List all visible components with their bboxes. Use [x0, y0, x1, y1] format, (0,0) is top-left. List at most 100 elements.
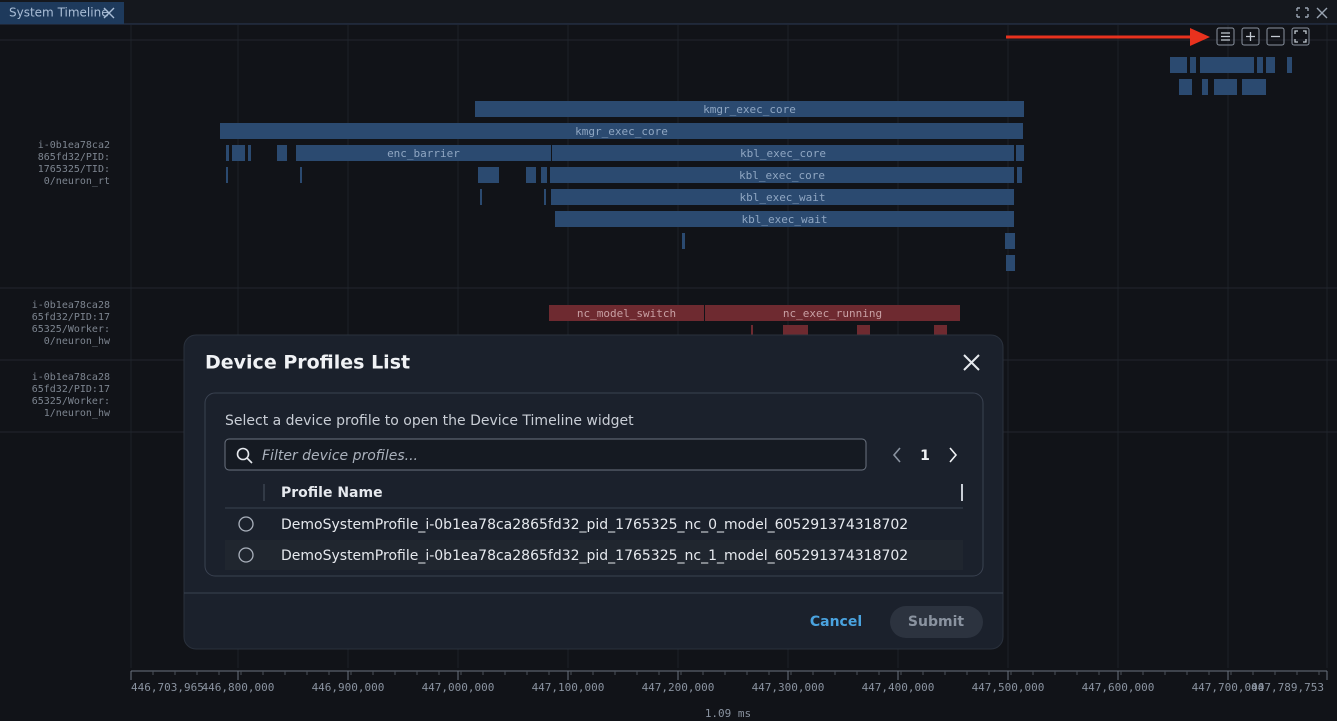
slice — [934, 325, 947, 335]
row-bg — [225, 509, 963, 539]
row-label: i-0b1ea78ca28 — [32, 372, 110, 383]
dialog-title: Device Profiles List — [205, 352, 410, 374]
toolbar-icon — [1246, 32, 1255, 41]
slice — [1005, 233, 1015, 249]
page-prev[interactable] — [892, 447, 901, 463]
slice — [1170, 57, 1187, 73]
dialog-bg — [183, 334, 1004, 650]
axis-tick-label: 447,000,000 — [422, 681, 495, 694]
bar-label: enc_barrier — [387, 147, 460, 160]
row-label: i-0b1ea78ca28 — [32, 300, 110, 311]
timeline-bar[interactable]: kbl_exec_core — [552, 145, 1014, 161]
row-radio[interactable] — [238, 547, 254, 563]
bar-rect — [555, 211, 1014, 227]
dialog-panel — [204, 392, 984, 577]
axis-tick-label: 447,789,753 — [1251, 681, 1324, 694]
bar-rect — [705, 305, 960, 321]
slice — [277, 145, 287, 161]
tab[interactable]: System Timeline — [0, 2, 124, 24]
table-row[interactable]: DemoSystemProfile_i-0b1ea78ca2865fd32_pi… — [225, 540, 963, 570]
axis-tick-label: 447,700,000 — [1192, 681, 1265, 694]
bar-label: kmgr_exec_core — [575, 125, 668, 138]
submit-button[interactable]: Submit — [890, 606, 983, 638]
timeline-bar[interactable]: nc_model_switch — [549, 305, 704, 321]
axis-tick-label: 447,300,000 — [752, 681, 825, 694]
timeline-bar[interactable]: kmgr_exec_core — [475, 101, 1024, 117]
timeline-bar[interactable]: enc_barrier — [296, 145, 551, 161]
bar-rect — [551, 189, 1014, 205]
bar-rect — [475, 101, 1024, 117]
slice — [541, 167, 547, 183]
toolbar-button[interactable] — [1241, 27, 1260, 46]
bar-rect — [549, 305, 704, 321]
bar-label: kbl_exec_wait — [739, 191, 825, 204]
axis-span: 1.09 ms — [705, 707, 751, 720]
timeline-bar[interactable]: kbl_exec_core — [550, 167, 1014, 183]
row-text: DemoSystemProfile_i-0b1ea78ca2865fd32_pi… — [281, 548, 908, 564]
slice — [1202, 79, 1208, 95]
submit-bg — [890, 606, 983, 638]
bar-label: nc_model_switch — [577, 307, 676, 320]
search-placeholder: Filter device profiles... — [262, 448, 418, 464]
axis-tick-label: 446,703,965 — [131, 681, 204, 694]
page-next[interactable] — [949, 447, 958, 463]
slice — [1214, 79, 1237, 95]
timeline-bar[interactable]: nc_exec_running — [705, 305, 960, 321]
slice — [1006, 255, 1015, 271]
row-label: 65325/Worker: — [32, 324, 110, 335]
slice — [857, 325, 870, 335]
bar-rect — [552, 145, 1014, 161]
axis-tick-label: 447,200,000 — [642, 681, 715, 694]
panel-maximize[interactable] — [1296, 7, 1309, 18]
row-radio[interactable] — [238, 516, 254, 532]
search-input[interactable]: Filter device profiles... — [224, 438, 867, 471]
row-label: 0/neuron_rt — [44, 176, 110, 187]
toolbar-button-frame — [1266, 27, 1285, 46]
slice — [1287, 57, 1292, 73]
toolbar-button-frame — [1241, 27, 1260, 46]
slice — [232, 145, 245, 161]
row-label: 65fd32/PID:17 — [32, 384, 110, 395]
row-label: 1765325/TID: — [38, 164, 110, 175]
toolbar-button[interactable] — [1266, 27, 1285, 46]
row-label: i-0b1ea78ca2 — [38, 140, 110, 151]
row-text: DemoSystemProfile_i-0b1ea78ca2865fd32_pi… — [281, 517, 908, 533]
slice — [248, 145, 251, 161]
slice — [480, 189, 482, 205]
bar-label: kmgr_exec_core — [703, 103, 796, 116]
bar-label: nc_exec_running — [783, 307, 882, 320]
slice — [1200, 57, 1254, 73]
slice — [1242, 79, 1266, 95]
row-label: 1/neuron_hw — [44, 408, 111, 419]
slice — [1257, 57, 1263, 73]
bar-label: kbl_exec_core — [739, 169, 825, 182]
slice — [1016, 145, 1024, 161]
timeline-bar[interactable]: kmgr_exec_core — [220, 123, 1023, 139]
search-box — [224, 438, 867, 471]
toolbar-button[interactable] — [1216, 27, 1235, 46]
dialog-close[interactable] — [963, 354, 980, 371]
tab-close[interactable] — [103, 7, 115, 19]
slice — [300, 167, 302, 183]
table-row[interactable]: DemoSystemProfile_i-0b1ea78ca2865fd32_pi… — [225, 509, 963, 539]
toolbar-button[interactable] — [1291, 27, 1310, 46]
axis-tick-label: 447,500,000 — [972, 681, 1045, 694]
timeline-bar[interactable]: kbl_exec_wait — [555, 211, 1014, 227]
cancel-button[interactable]: Cancel — [810, 614, 862, 630]
dialog: Device Profiles List Select a device prof… — [183, 334, 1004, 650]
column-header: Profile Name — [281, 485, 383, 501]
slice — [544, 189, 546, 205]
bar-label: kbl_exec_core — [740, 147, 826, 160]
bar-label: kbl_exec_wait — [741, 213, 827, 226]
panel-close[interactable] — [1316, 7, 1328, 19]
row-label: 0/neuron_hw — [44, 336, 111, 347]
row-label: 865fd32/PID: — [38, 152, 110, 163]
bar-rect — [220, 123, 1023, 139]
axis-tick-label: 446,800,000 — [202, 681, 275, 694]
bar-rect — [296, 145, 551, 161]
timeline-bar[interactable]: kbl_exec_wait — [551, 189, 1014, 205]
slice — [226, 145, 229, 161]
